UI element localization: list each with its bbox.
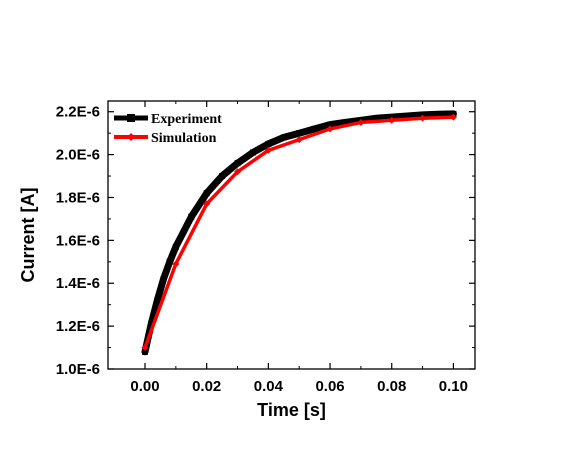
y-tick-label: 1.4E-6 [56,275,100,292]
y-tick-label: 1.2E-6 [56,318,100,335]
simulation-point [357,118,365,126]
simulation-point [326,125,334,133]
experiment-point [188,213,195,220]
legend-label-simulation: Simulation [151,131,217,146]
experiment-point [172,243,179,250]
simulation-point [264,146,272,154]
experiment-point [249,149,256,156]
legend-marker-diamond [127,133,135,141]
simulation-point [203,200,211,208]
experiment-point [166,258,173,265]
simulation-point [419,114,427,122]
experiment-point [373,115,380,122]
plot-frame [107,100,476,370]
series-line-simulation [143,115,456,350]
experiment-point [160,275,167,282]
series-layer [141,110,457,356]
experiment-point [219,173,226,180]
experiment-point [203,190,210,197]
x-tick-label: 0.02 [192,378,221,395]
x-tick-label: 0.08 [377,378,406,395]
x-axis-title: Time [s] [257,400,326,420]
simulation-point [234,168,242,176]
simulation-point [172,260,180,268]
y-tick-label: 1.0E-6 [56,361,100,378]
y-axis-title: Current [A] [18,188,38,283]
legend-marker-square [127,114,135,122]
experiment-point [142,348,149,355]
experiment-point [265,140,272,147]
y-tick-label: 1.8E-6 [56,189,100,206]
experiment-point [234,160,241,167]
x-tick-label: 0.10 [439,378,468,395]
legend: Experiment Simulation [114,112,222,146]
experiment-point [154,297,161,304]
x-tick-label: 0.04 [254,378,284,395]
y-tick-label: 2.0E-6 [56,147,100,164]
experiment-point [434,111,441,118]
axis-ticks: 0.00 0.02 0.04 0.06 0.08 0.10 1.0E-6 1.2E-6 1.4E… [56,101,475,395]
simulation-point [295,136,303,144]
simulation-point [141,344,149,352]
experiment-point [311,125,318,132]
experiment-point [280,134,287,141]
experiment-point [327,121,334,128]
experiment-point [342,119,349,126]
x-tick-label: 0.00 [130,378,159,395]
simulation-point [388,116,396,124]
simulation-point [449,113,457,121]
experiment-point [296,130,303,137]
experiment-point [148,320,155,327]
y-tick-label: 1.6E-6 [56,232,100,249]
experiment-point [404,113,411,120]
y-tick-label: 2.2E-6 [56,104,100,121]
legend-label-experiment: Experiment [151,112,222,127]
x-tick-label: 0.06 [315,378,344,395]
